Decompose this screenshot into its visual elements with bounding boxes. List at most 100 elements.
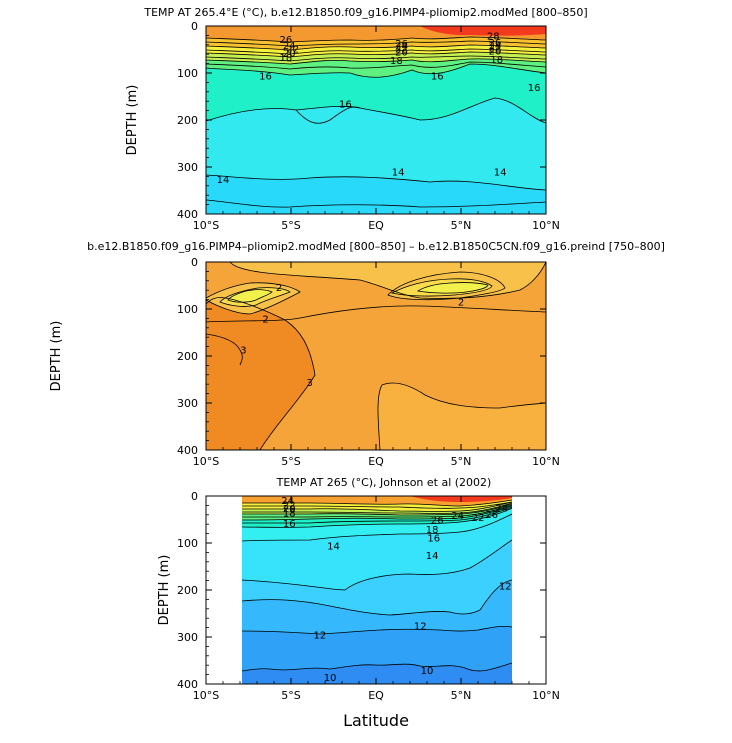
contour-label: 26 — [280, 35, 293, 46]
contour-label: 26 — [485, 510, 498, 521]
contour-label: 2 — [262, 314, 268, 325]
y-tick-label: 200 — [177, 350, 198, 363]
panel-3-ylabel: DEPTH (m) — [157, 555, 172, 626]
panel-3: TEMP AT 265 (°C), Johnson et al (2002) D… — [157, 476, 560, 702]
contour-label: 24 — [281, 496, 294, 507]
x-tick-label: 5°N — [451, 455, 472, 468]
contour-label: 20 — [283, 504, 296, 515]
panel-2-contours — [206, 262, 546, 450]
panel-3-axes: 10°S 5°S EQ 5°N 10°N 0 100 200 300 400 — [177, 490, 560, 702]
y-tick-label: 0 — [191, 256, 198, 269]
contour-label: 12 — [499, 581, 512, 592]
contour-label: 18 — [283, 508, 296, 519]
contour-label: 22 — [286, 45, 299, 56]
contour-label: 16 — [528, 83, 541, 94]
band-below-1.5-south — [228, 289, 272, 303]
y-tick-label: 400 — [177, 444, 198, 457]
panel-1-ylabel: DEPTH (m) — [125, 85, 140, 156]
panel-1-title: TEMP AT 265.4°E (°C), b.e12.B1850.f09_g1… — [143, 6, 587, 19]
contour-label: 12 — [314, 631, 327, 642]
contour-label: 22 — [395, 45, 408, 56]
y-tick-label: 200 — [177, 114, 198, 127]
contour-label: 28 — [487, 31, 500, 42]
contour-label: 3 — [307, 378, 313, 389]
contour-label: 20 — [395, 47, 408, 58]
x-tick-label: 10°S — [193, 689, 219, 702]
contour-label: 22 — [283, 500, 296, 511]
contour-label: 24 — [395, 42, 408, 53]
contour-label: 26 — [431, 516, 444, 527]
contour-label: 22 — [472, 513, 485, 524]
band-28-plus — [420, 26, 546, 36]
x-axis-title: Latitude — [343, 711, 409, 730]
y-tick-label: 300 — [177, 631, 198, 644]
contour-label: 24 — [451, 511, 464, 522]
contour-label: 10 — [324, 673, 337, 684]
x-tick-label: EQ — [368, 219, 384, 232]
panel-2-axes: 10°S 5°S EQ 5°N 10°N 0 100 200 300 400 — [177, 256, 560, 468]
x-tick-label: 10°S — [193, 455, 219, 468]
contour-label: 20 — [283, 48, 296, 59]
panel-3-contours — [242, 499, 512, 672]
contour-label: 24 — [489, 41, 502, 52]
contour-label: 16 — [431, 71, 444, 82]
y-tick-label: 300 — [177, 397, 198, 410]
contour-label: 14 — [426, 551, 439, 562]
x-tick-label: 5°N — [451, 689, 472, 702]
panel-2-contour-labels: 2 2 2 3 3 — [240, 283, 464, 389]
band-below-1.5-north — [418, 282, 488, 294]
contour-label: 20 — [489, 46, 502, 57]
panel-1-contour-labels: 2624222018162624222018161616282624222018… — [217, 31, 541, 186]
contour-label: 14 — [392, 168, 405, 179]
contour-label: 16 — [427, 533, 440, 544]
contour-label: 18 — [490, 55, 503, 66]
y-tick-label: 0 — [191, 490, 198, 503]
contour-label: 22 — [489, 44, 502, 55]
y-tick-label: 100 — [177, 537, 198, 550]
panel-1-contours — [206, 36, 546, 208]
panel-2-title: b.e12.B1850.f09_g16.PIMP4–pliomip2.modMe… — [87, 240, 665, 253]
contour-label: 26 — [395, 39, 408, 50]
y-tick-label: 0 — [191, 20, 198, 33]
contour-label: 18 — [390, 56, 403, 67]
panel-1: TEMP AT 265.4°E (°C), b.e12.B1850.f09_g1… — [125, 6, 588, 232]
y-tick-label: 100 — [177, 303, 198, 316]
contour-label: 2 — [458, 297, 464, 308]
contour-label: 18 — [426, 525, 439, 536]
x-tick-label: 10°N — [532, 689, 560, 702]
contour-label: 24 — [283, 41, 296, 52]
x-tick-label: 10°N — [532, 219, 560, 232]
band-2.5-3 — [206, 262, 546, 450]
contour-label: 2 — [276, 283, 282, 294]
contour-label: 16 — [339, 100, 352, 111]
contour-label: 26 — [489, 38, 502, 49]
y-tick-label: 100 — [177, 67, 198, 80]
x-tick-label: 5°S — [281, 689, 300, 702]
x-tick-label: 5°N — [451, 219, 472, 232]
panel-2-fill — [206, 262, 546, 450]
y-tick-label: 300 — [177, 161, 198, 174]
panel-2-ylabel: DEPTH (m) — [49, 321, 64, 392]
x-tick-label: 10°S — [193, 219, 219, 232]
contour-label: 14 — [217, 175, 230, 186]
panel-2: b.e12.B1850.f09_g16.PIMP4–pliomip2.modMe… — [49, 240, 665, 468]
band-2.5-3-lower — [378, 383, 546, 450]
x-tick-label: 5°S — [281, 455, 300, 468]
panel-3-title: TEMP AT 265 (°C), Johnson et al (2002) — [276, 476, 492, 489]
contour-label: 3 — [240, 345, 246, 356]
x-tick-label: EQ — [368, 689, 384, 702]
x-tick-label: EQ — [368, 455, 384, 468]
contour-label: 16 — [283, 519, 296, 530]
y-tick-label: 200 — [177, 584, 198, 597]
x-tick-label: 5°S — [281, 219, 300, 232]
contour-label: 18 — [280, 53, 293, 64]
y-tick-label: 400 — [177, 678, 198, 691]
contour-label: 14 — [494, 168, 507, 179]
panel-1-axes: 10°S 5°S EQ 5°N 10°N 0 100 200 300 400 — [177, 20, 560, 232]
contour-label: 10 — [421, 666, 434, 677]
y-tick-label: 400 — [177, 208, 198, 221]
contour-label: 12 — [414, 621, 427, 632]
x-tick-label: 10°N — [532, 455, 560, 468]
